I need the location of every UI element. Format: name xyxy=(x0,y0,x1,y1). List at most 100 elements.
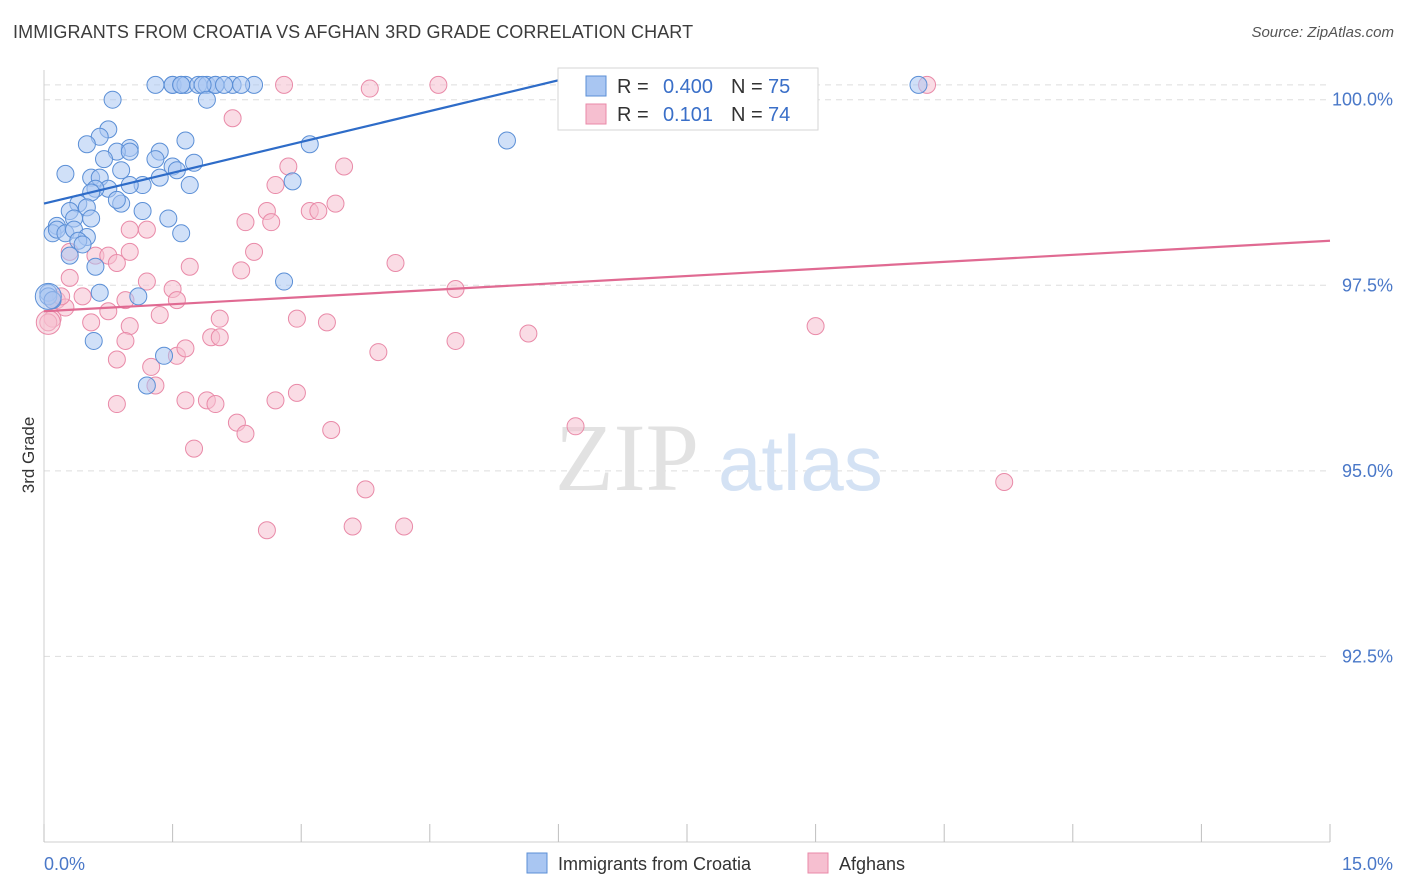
croatia-point-56 xyxy=(60,246,79,265)
croatia-point-37 xyxy=(180,176,199,195)
croatia-point-29 xyxy=(112,161,131,180)
afghans-point-large xyxy=(35,309,61,335)
stats-legend-n-value-0: 75 xyxy=(768,76,790,98)
afghans-point-32 xyxy=(150,305,169,324)
afghans-point-29 xyxy=(167,291,186,310)
croatia-point-38 xyxy=(283,172,302,191)
croatia-point-14 xyxy=(232,75,251,94)
afghans-point-39 xyxy=(806,317,825,336)
croatia-point-68 xyxy=(497,131,516,150)
croatia-point-45 xyxy=(133,202,152,221)
afghans-point-62 xyxy=(257,521,276,540)
series-legend-swatch-1 xyxy=(807,852,829,874)
croatia-point-16 xyxy=(103,90,122,109)
stats-legend-n-value-1: 74 xyxy=(768,104,790,126)
afghans-point-31 xyxy=(99,302,118,321)
afghans-point-13 xyxy=(236,213,255,232)
afghans-point-59 xyxy=(185,439,204,458)
afghans-point-33 xyxy=(210,309,229,328)
croatia-point-61 xyxy=(90,283,109,302)
afghans-point-1 xyxy=(429,75,448,94)
croatia-trendline xyxy=(43,68,602,205)
afghans-point-51 xyxy=(176,391,195,410)
croatia-point-21 xyxy=(77,135,96,154)
croatia-point-25 xyxy=(120,142,139,161)
afghans-point-9 xyxy=(326,194,345,213)
croatia-point-48 xyxy=(159,209,178,228)
croatia-point-large xyxy=(34,282,62,310)
croatia-point-62 xyxy=(129,287,148,306)
croatia-point-71 xyxy=(146,150,165,169)
y-tick-label-3: 92.5% xyxy=(1342,646,1393,666)
afghans-point-60 xyxy=(356,480,375,499)
afghans-point-43 xyxy=(446,331,465,350)
afghans-point-6 xyxy=(335,157,354,176)
x-tick-labels: 0.0% 15.0% xyxy=(44,854,1393,874)
chart-title: IMMIGRANTS FROM CROATIA VS AFGHAN 3RD GR… xyxy=(13,22,694,42)
croatia-point-57 xyxy=(86,257,105,276)
y-tick-label-2: 95.0% xyxy=(1342,461,1393,481)
series-legend-swatch-0 xyxy=(526,852,548,874)
series-legend: Immigrants from Croatia Afghans xyxy=(526,852,905,874)
afghans-point-11 xyxy=(309,202,328,221)
croatia-point-44 xyxy=(82,209,101,228)
stats-legend-n-label-0: N = xyxy=(731,76,763,98)
afghans-point-61 xyxy=(995,472,1014,491)
afghans-point-49 xyxy=(287,383,306,402)
series-legend-label-0: Immigrants from Croatia xyxy=(558,854,752,874)
afghans-point-41 xyxy=(210,328,229,347)
afghans-point-64 xyxy=(395,517,414,536)
stats-legend-r-label-0: R = xyxy=(617,76,649,98)
afghans-point-46 xyxy=(107,350,126,369)
afghans-trendline xyxy=(43,239,1331,313)
afghans-point-24 xyxy=(137,272,156,291)
afghans-point-22 xyxy=(232,261,251,280)
afghans-point-15 xyxy=(137,220,156,239)
croatia-point-13 xyxy=(909,75,928,94)
afghans-point-42 xyxy=(116,331,135,350)
trendlines xyxy=(43,68,1331,313)
croatia-point-64 xyxy=(84,331,103,350)
afghans-point-17 xyxy=(245,242,264,261)
afghans-point-27 xyxy=(73,287,92,306)
afghans-point-47 xyxy=(142,357,161,376)
croatia-point-72 xyxy=(107,190,126,209)
axes xyxy=(43,70,1331,843)
afghans-point-58 xyxy=(322,421,341,440)
croatia-point-17 xyxy=(197,90,216,109)
afghans-point-0 xyxy=(275,75,294,94)
afghans-point-56 xyxy=(236,424,255,443)
croatia-point-73 xyxy=(172,224,191,243)
source-credit: Source: ZipAtlas.com xyxy=(1251,24,1394,41)
stats-legend-swatch-1 xyxy=(585,103,607,125)
afghans-point-16 xyxy=(120,220,139,239)
afghans-point-37 xyxy=(120,317,139,336)
afghans-point-54 xyxy=(206,395,225,414)
afghans-point-34 xyxy=(287,309,306,328)
afghans-point-4 xyxy=(360,79,379,98)
afghans-point-36 xyxy=(82,313,101,332)
afghans-point-35 xyxy=(317,313,336,332)
afghans-point-23 xyxy=(60,268,79,287)
afghans-point-52 xyxy=(266,391,285,410)
afghans-point-20 xyxy=(180,257,199,276)
croatia-point-55 xyxy=(73,235,92,254)
x-tick-label-1: 15.0% xyxy=(1342,854,1393,874)
gridlines xyxy=(44,84,1330,657)
watermark-atlas: atlas xyxy=(718,419,883,507)
croatia-point-5 xyxy=(172,75,191,94)
afghans-point-73 xyxy=(176,339,195,358)
afghans-point-8 xyxy=(266,176,285,195)
croatia-point-74 xyxy=(215,75,234,94)
watermark: ZIP atlas xyxy=(555,404,883,511)
x-tick-label-0: 0.0% xyxy=(44,854,85,874)
stats-legend-r-label-1: R = xyxy=(617,104,649,126)
croatia-point-15 xyxy=(193,75,212,94)
croatia-point-20 xyxy=(176,131,195,150)
croatia-point-30 xyxy=(95,150,114,169)
y-tick-label-0: 100.0% xyxy=(1332,90,1393,110)
afghans-point-44 xyxy=(369,343,388,362)
afghans-point-53 xyxy=(107,395,126,414)
afghans-point-5 xyxy=(223,109,242,128)
